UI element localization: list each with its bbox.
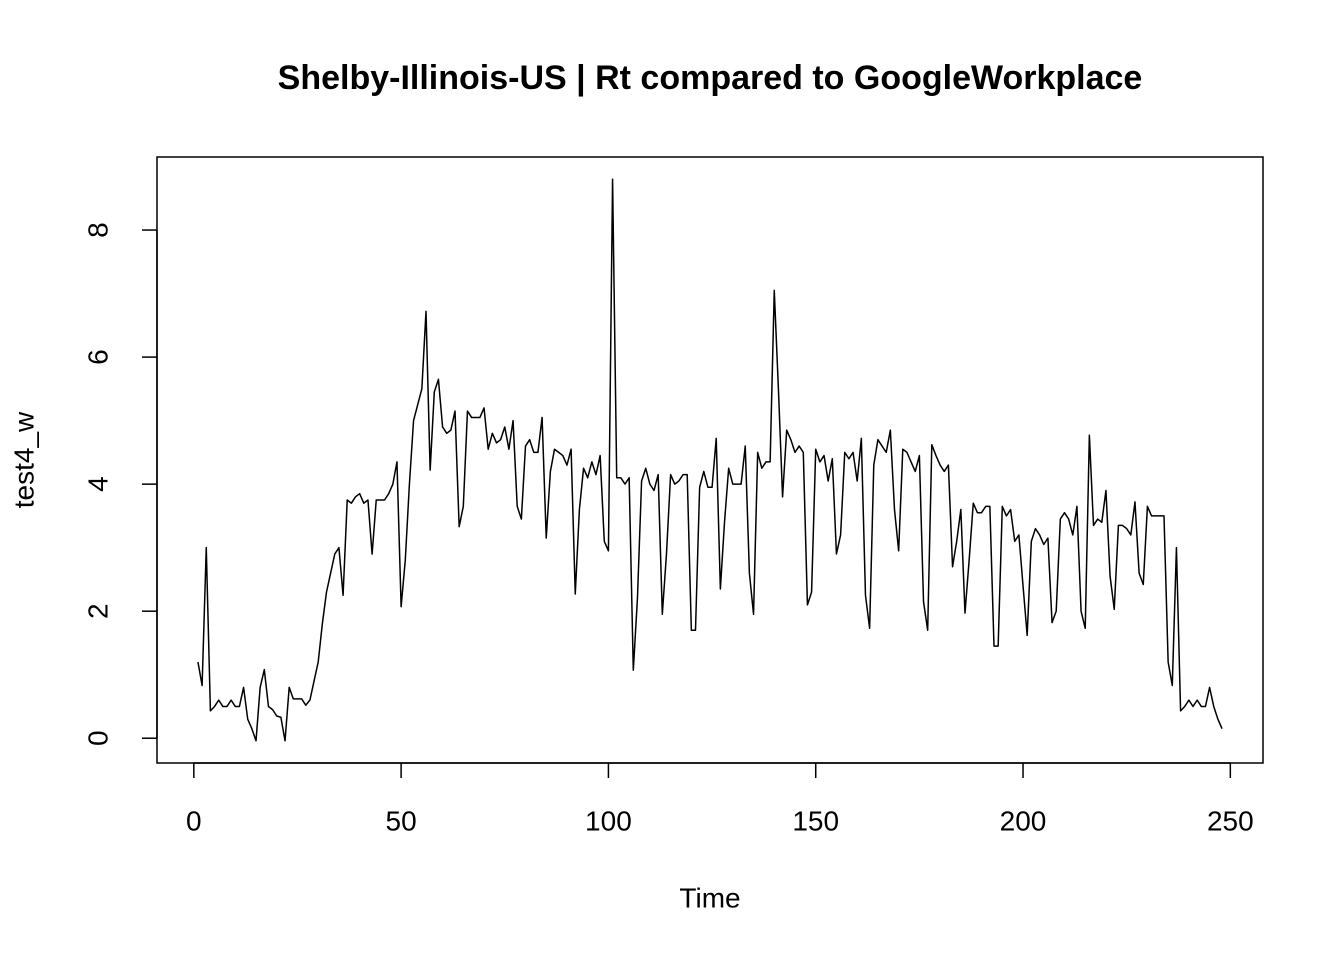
y-tick-label: 6 [82, 349, 113, 365]
x-tick-label: 0 [186, 805, 202, 836]
x-tick-label: 150 [792, 805, 839, 836]
x-tick-label: 50 [386, 805, 417, 836]
chart-title: Shelby-Illinois-US | Rt compared to Goog… [278, 59, 1143, 97]
x-tick-label: 250 [1207, 805, 1254, 836]
plot-frame [156, 156, 1264, 764]
y-tick-label: 2 [82, 603, 113, 619]
x-tick-label: 100 [585, 805, 632, 836]
y-tick-label: 0 [82, 730, 113, 746]
data-line [197, 178, 1223, 742]
x-tick-label: 200 [1000, 805, 1047, 836]
y-axis-label: test4_w [8, 411, 39, 508]
y-tick-label: 4 [82, 476, 113, 492]
x-axis-label: Time [679, 882, 740, 913]
y-tick-label: 8 [82, 222, 113, 238]
